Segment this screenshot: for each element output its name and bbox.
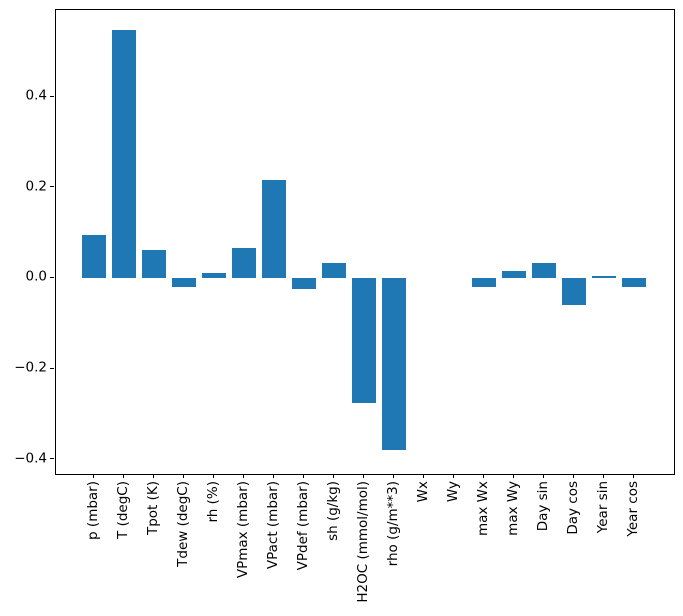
bar-max-wx [472, 277, 496, 288]
y-tick-label: −0.2 [14, 359, 47, 376]
x-tick-mark [273, 474, 274, 478]
bar-year-sin [592, 276, 616, 278]
x-tick-label: H2OC (mmol/mol) [354, 481, 371, 603]
bar-vpmax-mbar [232, 247, 256, 278]
bar-year-cos [622, 277, 646, 288]
bar-vpact-mbar [262, 179, 286, 278]
x-tick-label: Tdew (degC) [174, 481, 191, 567]
y-tick-mark [50, 367, 54, 369]
bar-tpot-k [142, 249, 166, 278]
x-tick-mark [303, 474, 304, 478]
x-tick-mark [153, 474, 154, 478]
y-tick-label: −0.4 [14, 449, 47, 466]
bar-rho-g-m-3 [382, 277, 406, 451]
y-tick-mark [50, 276, 54, 278]
bar-rh [202, 272, 226, 278]
x-tick-label: Year sin [594, 481, 611, 534]
x-tick-label: p (mbar) [84, 481, 101, 540]
y-tick-label: 0.0 [25, 268, 47, 285]
x-tick-label: max Wy [504, 481, 521, 536]
y-tick-label: 0.4 [25, 87, 47, 104]
x-tick-mark [243, 474, 244, 478]
bar-t-degc [112, 29, 136, 278]
x-tick-mark [483, 474, 484, 478]
x-tick-label: VPact (mbar) [264, 481, 281, 570]
x-tick-label: VPdef (mbar) [294, 481, 311, 571]
x-tick-label: Day sin [534, 481, 551, 532]
x-tick-mark [603, 474, 604, 478]
x-tick-label: VPmax (mbar) [234, 481, 251, 579]
bar-day-sin [532, 262, 556, 278]
x-tick-mark [453, 474, 454, 478]
y-tick-mark [50, 95, 54, 97]
bar-p-mbar [82, 234, 106, 278]
bar-vpdef-mbar [292, 277, 316, 289]
bar-max-wy [502, 271, 526, 278]
x-tick-label: rho (g/m**3) [384, 481, 401, 567]
x-tick-mark [363, 474, 364, 478]
x-tick-label: Day cos [564, 481, 581, 535]
bar-day-cos [562, 277, 586, 306]
x-tick-mark [393, 474, 394, 478]
x-tick-label: sh (g/kg) [324, 481, 341, 541]
y-tick-label: 0.2 [25, 178, 47, 195]
x-tick-mark [123, 474, 124, 478]
x-tick-mark [543, 474, 544, 478]
x-tick-label: T (degC) [114, 481, 131, 539]
bar-h2oc-mmol-mol [352, 277, 376, 403]
x-tick-mark [183, 474, 184, 478]
x-tick-label: Tpot (K) [144, 481, 161, 536]
x-tick-mark [93, 474, 94, 478]
x-tick-label: max Wx [474, 481, 491, 537]
x-tick-mark [213, 474, 214, 478]
y-tick-mark [50, 186, 54, 188]
y-tick-mark [50, 458, 54, 460]
plot-area [55, 9, 675, 475]
x-tick-label: Wx [414, 481, 431, 503]
bar-series [56, 10, 674, 474]
x-tick-mark [633, 474, 634, 478]
x-tick-mark [423, 474, 424, 478]
x-tick-mark [333, 474, 334, 478]
x-tick-mark [513, 474, 514, 478]
x-tick-label: Year cos [624, 481, 641, 537]
bar-tdew-degc [172, 277, 196, 288]
x-tick-label: Wy [444, 481, 461, 503]
bar-sh-g-kg [322, 262, 346, 278]
x-tick-label: rh (%) [204, 481, 221, 523]
x-tick-mark [573, 474, 574, 478]
